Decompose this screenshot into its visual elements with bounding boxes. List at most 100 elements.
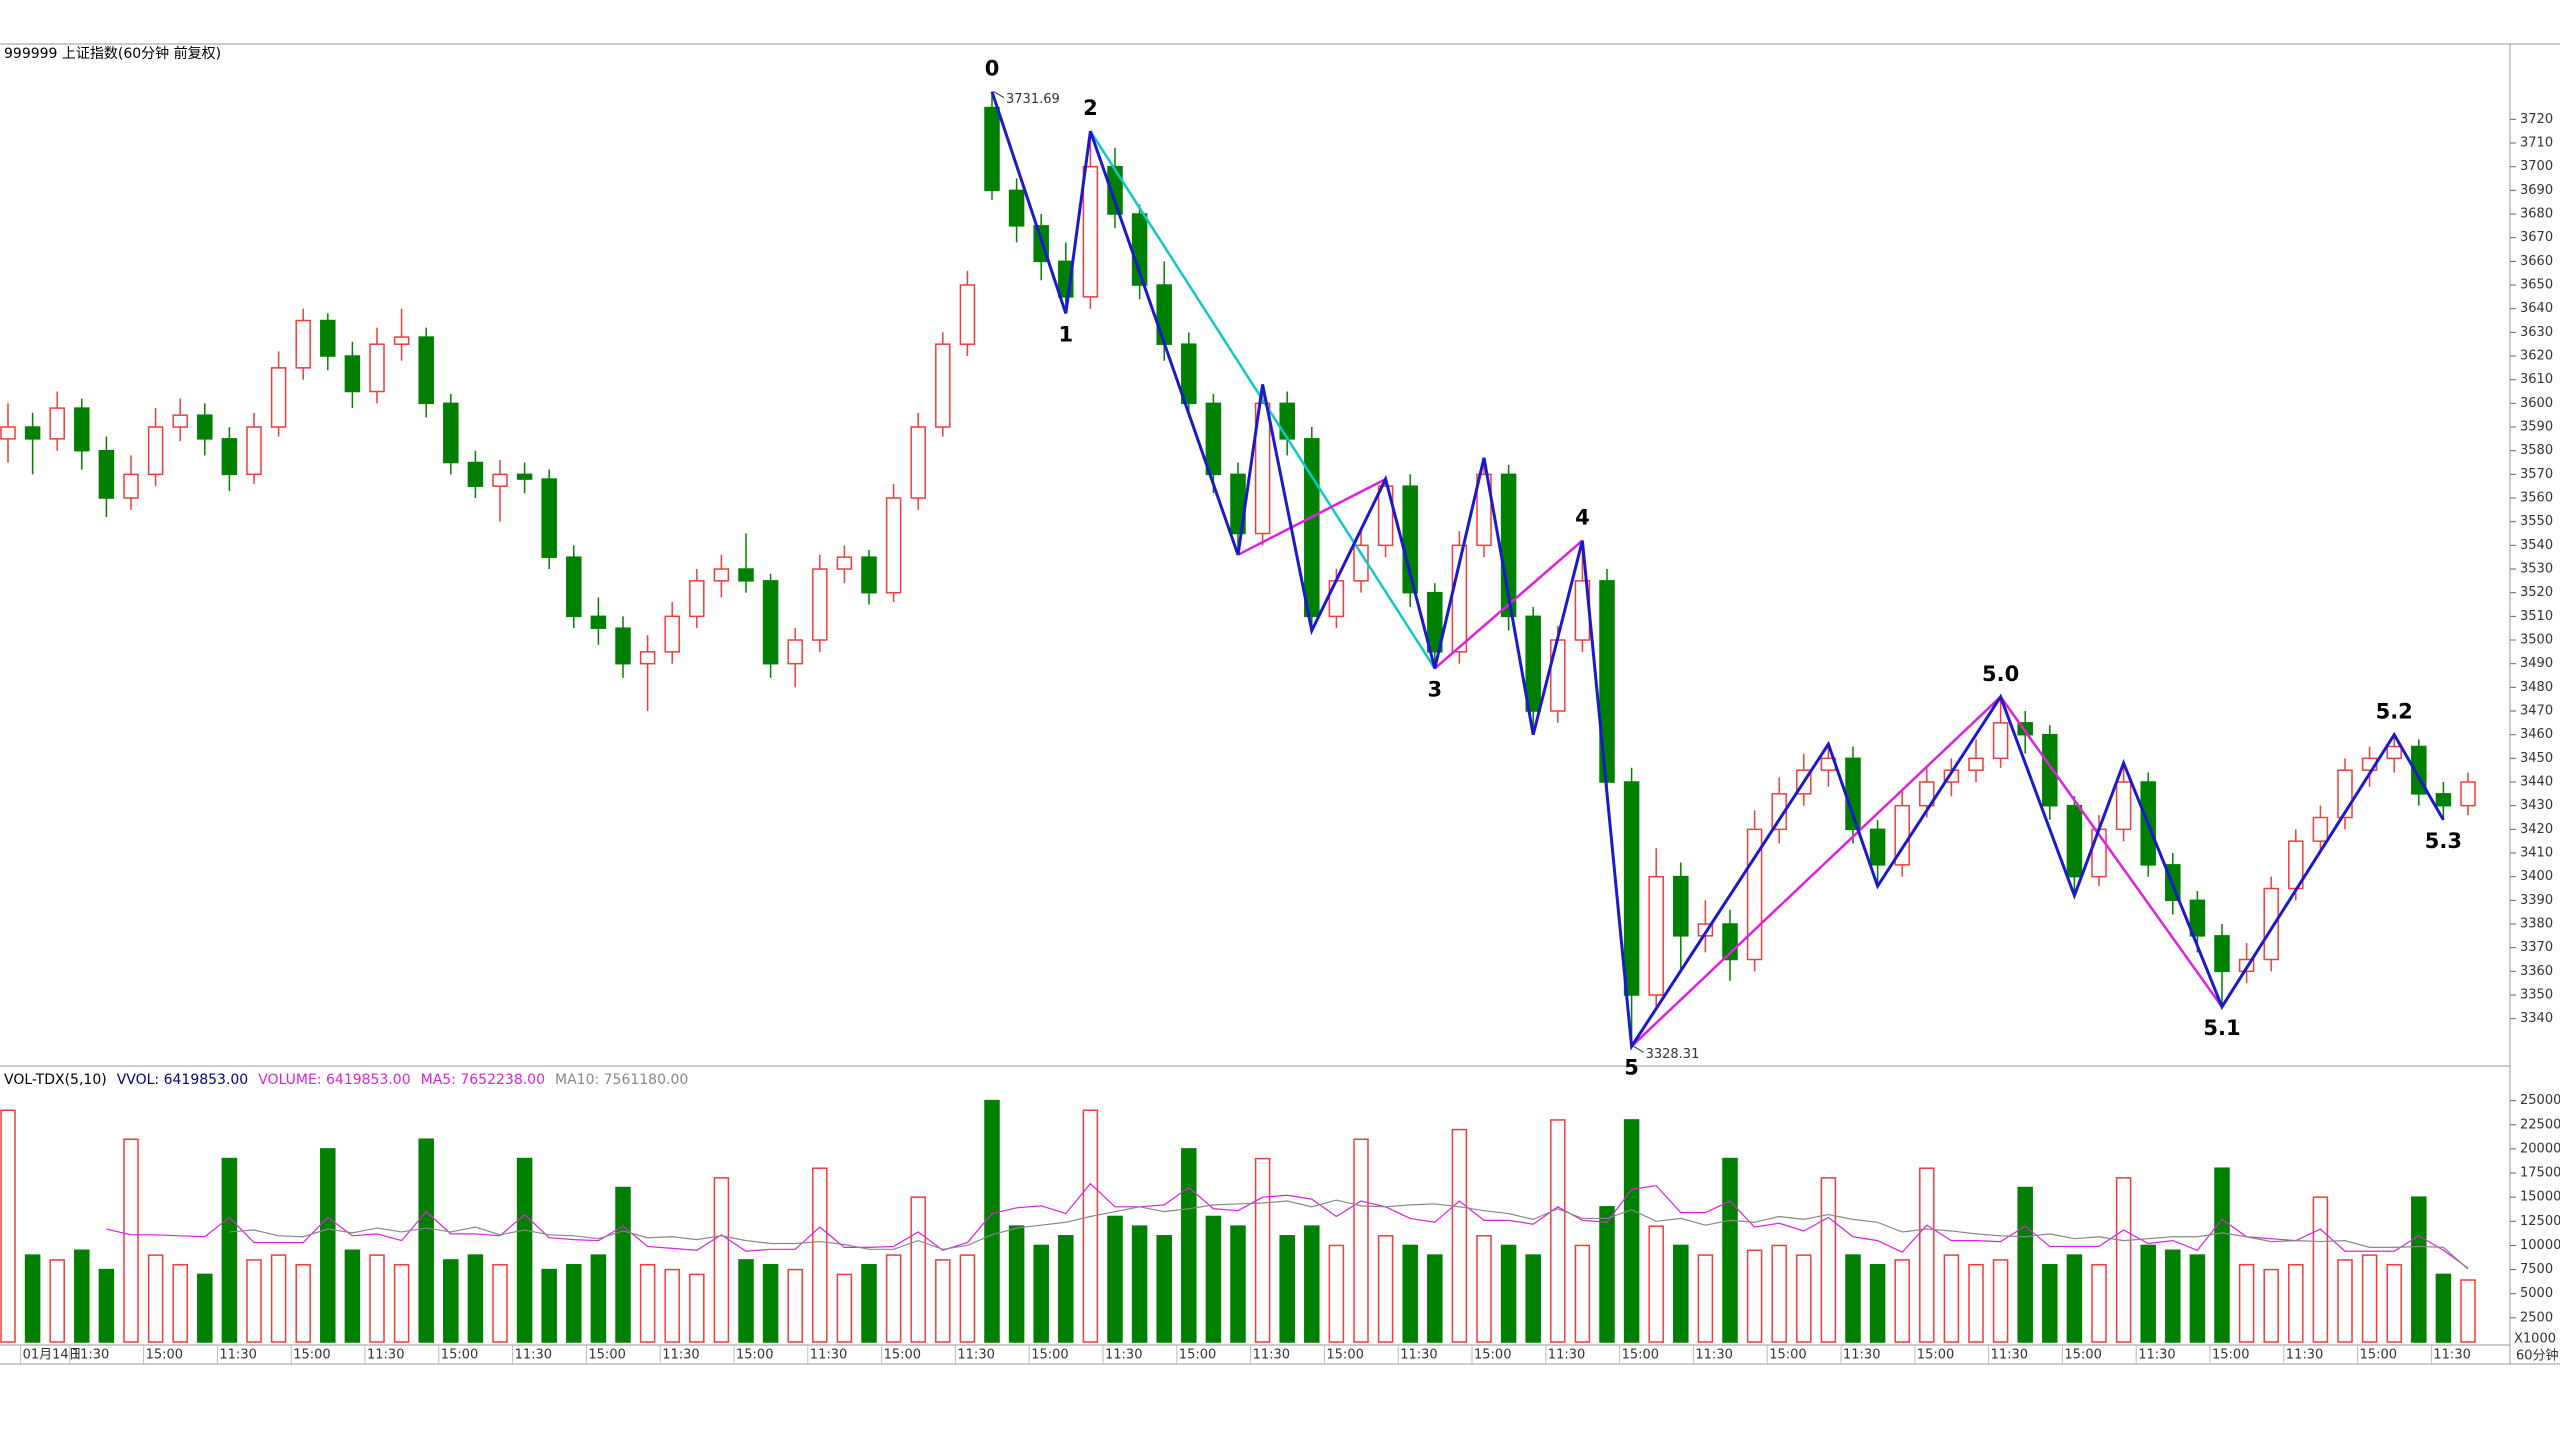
y-tick-label: 3640	[2520, 301, 2553, 316]
y-tick-label: 3460	[2520, 727, 2553, 742]
volume-bar	[1058, 1235, 1074, 1343]
y-tick-label: 3650	[2520, 278, 2553, 293]
y-tick-label: 3420	[2520, 822, 2553, 837]
candle-body	[1008, 189, 1025, 227]
y-tick-label: 3400	[2520, 869, 2553, 884]
volume-bar	[713, 1177, 730, 1343]
y-tick-label: 3450	[2520, 751, 2553, 766]
candle-body	[1328, 580, 1345, 618]
candle-body	[812, 568, 828, 641]
volume-bar	[1279, 1235, 1295, 1343]
candle-body	[935, 343, 951, 428]
volume-bar	[2042, 1264, 2058, 1343]
volume-bar	[1623, 1119, 1640, 1343]
volume-bar	[1156, 1235, 1172, 1343]
candle-body	[320, 319, 336, 357]
candle-body	[270, 367, 287, 428]
candle-body	[24, 426, 41, 440]
wave-label: 5.0	[1982, 662, 2019, 686]
volume-bar	[2091, 1264, 2107, 1343]
candle-body	[2189, 899, 2206, 937]
wave-label: 5.3	[2425, 829, 2462, 853]
y-tick-label: 3660	[2520, 254, 2553, 269]
y-tick-label: 3550	[2520, 514, 2553, 529]
x-tick-label: 15:00	[1917, 1348, 1954, 1363]
x-tick-label: 15:00	[1769, 1348, 1806, 1363]
candle-body	[1107, 165, 1123, 215]
candle-body	[2066, 804, 2083, 878]
candle-body	[1992, 722, 2009, 760]
x-tick-label: 15:00	[146, 1348, 183, 1363]
y-tick-label: 3590	[2520, 420, 2553, 435]
volume-bar	[1181, 1148, 1197, 1343]
candle-body	[713, 568, 730, 582]
wave-label: 2	[1083, 96, 1098, 120]
volume-bar	[689, 1273, 705, 1343]
x-tick-label: 11:30	[2286, 1348, 2323, 1363]
candle-body	[590, 615, 607, 629]
volume-bar	[2066, 1254, 2083, 1343]
volume-unit: X1000	[2514, 1332, 2556, 1347]
y-tick-label: 3350	[2520, 988, 2553, 1003]
y-tick-label: 3410	[2520, 846, 2553, 861]
volume-tick-label: 5000	[2520, 1286, 2553, 1301]
volume-bar	[935, 1259, 951, 1343]
wave-label: 5.1	[2203, 1016, 2240, 1040]
volume-bar	[2411, 1196, 2427, 1343]
volume-bar	[2337, 1259, 2353, 1343]
volume-bar	[2115, 1177, 2132, 1343]
volume-bar	[1500, 1244, 1517, 1343]
candle-body	[787, 639, 803, 665]
volume-bar	[443, 1259, 459, 1343]
volume-bar	[861, 1264, 877, 1343]
volume-bar	[492, 1264, 508, 1343]
extreme-leader	[1633, 1045, 1644, 1053]
volume-bar	[2189, 1254, 2206, 1343]
candle-body	[2312, 816, 2329, 842]
y-tick-label: 3710	[2520, 136, 2553, 151]
volume-header: VOL-TDX(5,10)	[4, 1072, 107, 1088]
y-tick-label: 3690	[2520, 183, 2553, 198]
candle-body	[738, 568, 754, 582]
volume-bar	[98, 1268, 115, 1343]
y-tick-label: 3540	[2520, 538, 2553, 553]
candle-body	[762, 580, 779, 665]
volume-bar	[49, 1259, 65, 1343]
volume-bar	[393, 1264, 410, 1343]
volume-bar	[270, 1254, 287, 1343]
channel-line	[1237, 477, 1387, 556]
volume-bar	[541, 1268, 557, 1343]
candle-body	[246, 426, 262, 476]
volume-bar	[467, 1254, 484, 1343]
candle-body	[639, 651, 656, 665]
volume-tick-label: 20000	[2520, 1141, 2560, 1156]
zigzag-line	[990, 91, 2445, 1051]
y-tick-label: 3510	[2520, 609, 2553, 624]
volume-bar	[787, 1268, 803, 1343]
candle-body	[1304, 438, 1320, 618]
volume-tick-label: 17500	[2520, 1166, 2560, 1181]
wave-label: 4	[1575, 506, 1590, 530]
x-tick-label: 11:30	[2433, 1348, 2470, 1363]
volume-bar	[1648, 1225, 1664, 1343]
x-tick-label: 11:30	[2138, 1348, 2175, 1363]
volume-bar	[0, 1109, 16, 1343]
volume-bar	[147, 1254, 164, 1343]
volume-bar	[910, 1196, 926, 1343]
wave-label: 5.2	[2376, 700, 2413, 724]
volume-bar	[1328, 1244, 1345, 1343]
candle-body	[1968, 757, 1984, 771]
volume-bar	[74, 1249, 90, 1343]
y-tick-label: 3610	[2520, 372, 2553, 387]
candle-body	[393, 336, 410, 345]
volume-bar	[2361, 1254, 2378, 1343]
volume-bar	[1304, 1225, 1320, 1343]
x-tick-label: 15:00	[2064, 1348, 2101, 1363]
candle-body	[2435, 793, 2452, 807]
volume-bar	[2165, 1249, 2181, 1343]
candle-body	[1254, 402, 1271, 535]
x-tick-label: 15:00	[588, 1348, 625, 1363]
volume-bar	[246, 1259, 262, 1343]
candle-body	[910, 426, 926, 499]
y-tick-label: 3600	[2520, 396, 2553, 411]
